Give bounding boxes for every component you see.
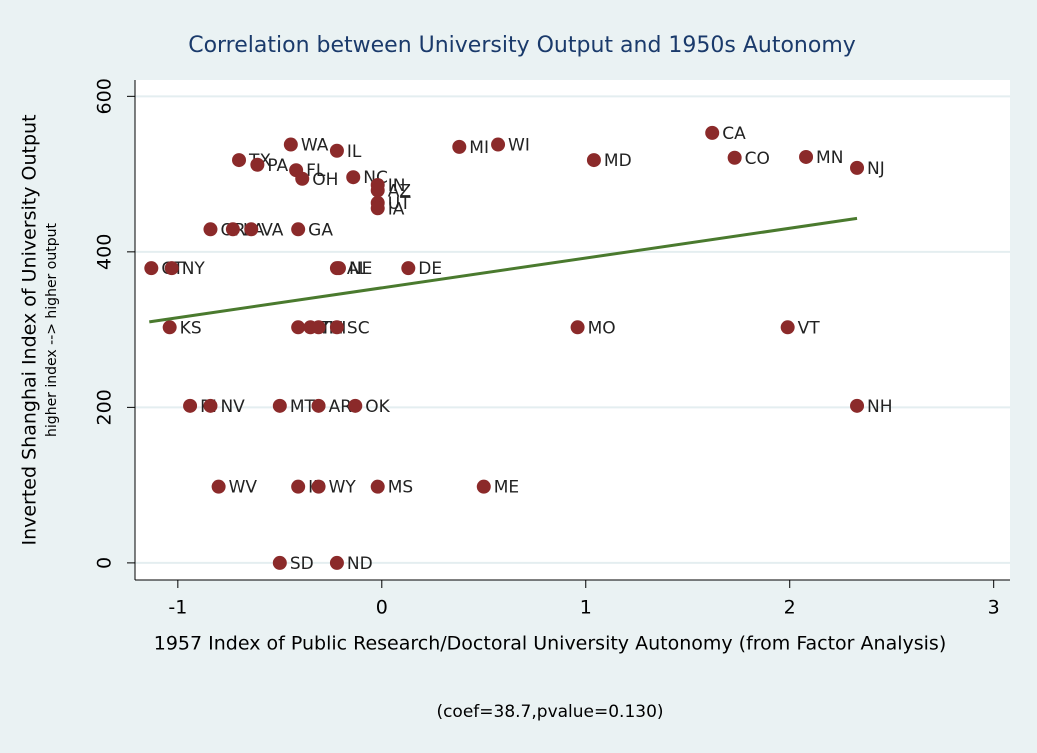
point	[346, 170, 361, 185]
x-tick-label: 3	[988, 597, 1000, 619]
point-label: MD	[604, 151, 632, 171]
point	[780, 320, 795, 335]
x-tick-label: 2	[784, 597, 796, 619]
point-label: FL	[306, 161, 326, 181]
point-label: MS	[388, 478, 413, 498]
point	[329, 143, 344, 158]
point-label: NJ	[867, 159, 885, 179]
point-label: OK	[365, 397, 390, 417]
point	[250, 157, 265, 172]
chart-title: Correlation between University Output an…	[188, 33, 856, 58]
note: (coef=38.7,pvalue=0.130)	[436, 702, 663, 722]
y-axis-label: Inverted Shanghai Index of University Ou…	[19, 114, 41, 545]
point	[586, 153, 601, 168]
point	[452, 139, 467, 154]
x-tick-label: -1	[168, 597, 187, 619]
y-axis-sublabel: higher index --> higher output	[44, 223, 60, 437]
point	[295, 171, 310, 186]
point	[329, 320, 344, 335]
point	[491, 137, 506, 152]
fit-line	[149, 216, 858, 324]
point-label: MI	[469, 138, 489, 158]
point-label: NY	[182, 259, 206, 279]
point-label: AZ	[388, 181, 411, 201]
point-label: AL	[347, 259, 369, 279]
point	[311, 479, 326, 494]
point-label: CO	[745, 149, 770, 169]
point	[144, 261, 159, 276]
x-axis-label: 1957 Index of Public Research/Doctoral U…	[154, 633, 946, 655]
y-tick-label: 200	[94, 389, 116, 425]
point	[244, 222, 259, 237]
point-label: IA	[388, 199, 405, 219]
point	[211, 479, 226, 494]
point	[370, 479, 385, 494]
point-label: WA	[301, 136, 329, 156]
point	[272, 398, 287, 413]
point	[705, 125, 720, 140]
point	[203, 398, 218, 413]
point	[232, 153, 247, 168]
point-label: ME	[494, 478, 519, 498]
y-tick-label: 400	[94, 234, 116, 270]
point	[401, 261, 416, 276]
point	[183, 398, 198, 413]
y-tick-label: 0	[94, 557, 116, 569]
point	[283, 137, 298, 152]
point-label: WV	[229, 478, 258, 498]
point-label: IN	[388, 176, 406, 196]
point	[348, 398, 363, 413]
point	[225, 222, 240, 237]
point-label: WI	[508, 136, 530, 156]
point-label: MN	[816, 148, 843, 168]
point	[331, 261, 346, 276]
point-label: NH	[867, 397, 893, 417]
point	[291, 320, 306, 335]
point-label: ND	[347, 554, 373, 574]
point-label: OH	[312, 170, 338, 190]
point-label: MT	[290, 397, 316, 417]
point-label: VA	[261, 220, 284, 240]
point	[291, 222, 306, 237]
point	[850, 398, 865, 413]
point	[164, 261, 179, 276]
x-tick-label: 1	[580, 597, 592, 619]
point	[329, 555, 344, 570]
point-label: CA	[722, 124, 746, 144]
point	[162, 320, 177, 335]
point	[727, 150, 742, 165]
point	[291, 479, 306, 494]
point	[370, 183, 385, 198]
point-label: DE	[418, 259, 442, 279]
point-label: IL	[347, 142, 362, 162]
point	[799, 149, 814, 164]
point-label: PA	[267, 156, 288, 176]
point	[850, 160, 865, 175]
point-label: VT	[798, 318, 821, 338]
point-label: WY	[329, 478, 357, 498]
point	[311, 320, 326, 335]
point-label: MO	[588, 318, 616, 338]
point	[476, 479, 491, 494]
point-label: GA	[308, 220, 333, 240]
point	[311, 398, 326, 413]
point	[272, 555, 287, 570]
point-label: UT	[388, 194, 411, 214]
point	[570, 320, 585, 335]
point	[370, 201, 385, 216]
point-label: AR	[329, 397, 353, 417]
x-tick-label: 0	[376, 597, 388, 619]
point-label: SC	[347, 318, 370, 338]
point	[203, 222, 218, 237]
point-label: NE	[349, 259, 372, 279]
point-label: KS	[180, 318, 202, 338]
point-label: SD	[290, 554, 314, 574]
y-tick-label: 600	[94, 78, 116, 114]
point-label: NV	[220, 397, 245, 417]
